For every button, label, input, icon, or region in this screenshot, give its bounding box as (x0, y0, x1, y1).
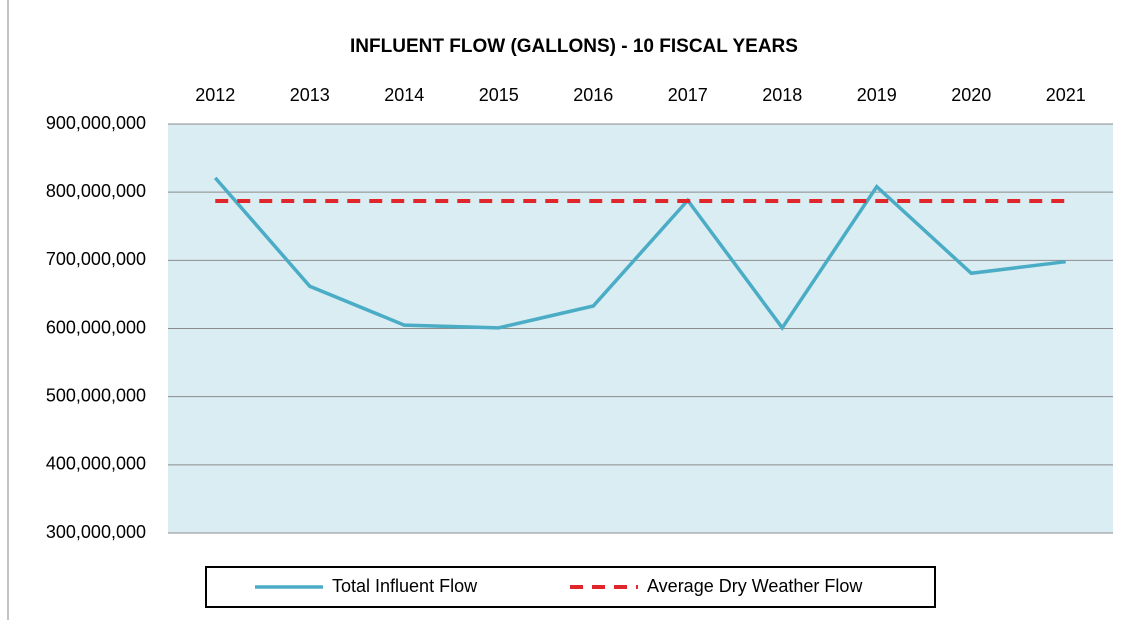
y-tick-label: 400,000,000 (46, 454, 146, 474)
chart-title: INFLUENT FLOW (GALLONS) - 10 FISCAL YEAR… (350, 36, 798, 57)
legend-label: Total Influent Flow (332, 576, 478, 596)
legend-label: Average Dry Weather Flow (647, 576, 863, 596)
y-tick-label: 800,000,000 (46, 181, 146, 201)
x-tick-label: 2014 (384, 85, 424, 105)
x-tick-label: 2015 (479, 85, 519, 105)
x-tick-label: 2018 (762, 85, 802, 105)
x-tick-label: 2020 (951, 85, 991, 105)
y-tick-label: 500,000,000 (46, 385, 146, 405)
y-tick-label: 300,000,000 (46, 522, 146, 542)
series-line (213, 176, 1066, 331)
y-tick-label: 900,000,000 (46, 113, 146, 133)
x-tick-label: 2012 (195, 85, 235, 105)
x-tick-label: 2013 (290, 85, 330, 105)
x-tick-label: 2016 (573, 85, 613, 105)
y-tick-label: 600,000,000 (46, 317, 146, 337)
x-tick-label: 2021 (1046, 85, 1086, 105)
y-tick-label: 700,000,000 (46, 249, 146, 269)
x-tick-label: 2017 (668, 85, 708, 105)
x-tick-label: 2019 (857, 85, 897, 105)
